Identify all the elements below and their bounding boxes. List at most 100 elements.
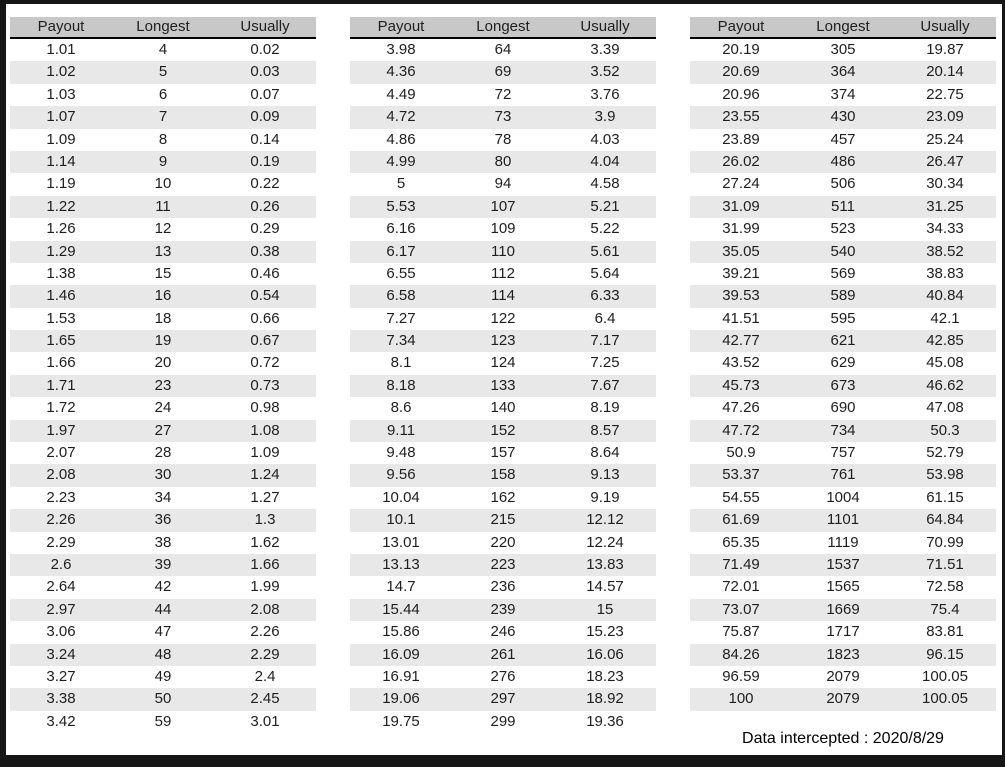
table-cell: 7.25 (590, 354, 620, 372)
table-header-row: Payout Longest Usually (350, 17, 656, 39)
table-row: 47.72 734 50.3 (690, 419, 996, 443)
table-cell: 15.86 (382, 623, 420, 641)
column-header-payout: Payout (717, 18, 765, 35)
table-row: 1.29 13 0.38 (10, 240, 316, 263)
table-cell: 1.97 (46, 421, 76, 439)
table-cell: 589 (830, 287, 856, 305)
table-cell: 7 (158, 108, 168, 126)
table-cell: 7.27 (386, 309, 416, 327)
table-cell: 31.09 (722, 197, 760, 215)
table-cell: 31.25 (926, 197, 964, 215)
table-row: 1.22 11 0.26 (10, 195, 316, 219)
table-cell: 1.53 (46, 309, 76, 327)
table-row: 75.87 1717 83.81 (690, 621, 996, 644)
table-cell: 0.67 (250, 332, 280, 350)
table-cell: 71.51 (926, 555, 964, 573)
table-cell: 734 (830, 421, 856, 439)
table-row: 6.55 112 5.64 (350, 262, 656, 286)
table-cell: 12.12 (586, 511, 624, 529)
table-cell: 2.29 (250, 645, 280, 663)
table-cell: 8.57 (590, 421, 620, 439)
table-cell: 6.58 (386, 287, 416, 305)
table-row: 65.35 1119 70.99 (690, 531, 996, 554)
table-cell: 4.72 (386, 108, 416, 126)
table-cell: 15.23 (586, 623, 624, 641)
table-cell: 34 (154, 488, 172, 506)
table-cell: 1.19 (46, 175, 76, 193)
table-cell: 45.08 (926, 354, 964, 372)
column-header-usually: Usually (240, 18, 290, 35)
table-row: 2.23 34 1.27 (10, 486, 316, 510)
table-cell: 47.26 (722, 399, 760, 417)
table-cell: 27.24 (722, 175, 760, 193)
table-cell: 2.6 (50, 555, 72, 573)
table-row: 53.37 761 53.98 (690, 464, 996, 487)
table-cell: 54.55 (722, 488, 760, 506)
table-row: 19.75 299 19.36 (350, 710, 656, 734)
table-cell: 12.24 (586, 533, 624, 551)
table-body: 20.19 305 19.87 20.69 364 20.14 20.96 374 22.75 2… (690, 39, 996, 711)
table-row: 1.71 23 0.73 (10, 374, 316, 398)
table-row: 35.05 540 38.52 (690, 240, 996, 263)
table-cell: 0.66 (250, 309, 280, 327)
table-cell: 20.14 (926, 63, 964, 81)
table-cell: 8.6 (390, 399, 412, 417)
table-row: 73.07 1669 75.4 (690, 598, 996, 622)
table-cell: 457 (830, 130, 856, 148)
table-cell: 8.18 (386, 376, 416, 394)
table-cell: 162 (490, 488, 516, 506)
table-cell: 1.46 (46, 287, 76, 305)
table-row: 20.96 374 22.75 (690, 83, 996, 107)
table-cell: 6.4 (594, 309, 616, 327)
table-cell: 28 (154, 444, 172, 462)
table-cell: 2.26 (250, 623, 280, 641)
table-cell: 72.01 (722, 578, 760, 596)
table-row: 4.36 69 3.52 (350, 61, 656, 84)
table-row: 1.53 18 0.66 (10, 307, 316, 331)
table-cell: 26.47 (926, 152, 964, 170)
table-cell: 83.81 (926, 623, 964, 641)
table-cell: 11 (155, 197, 171, 215)
table-row: 61.69 1101 64.84 (690, 509, 996, 532)
table-cell: 18 (154, 309, 172, 327)
table-cell: 10.1 (386, 511, 416, 529)
table-row: 19.06 297 18.92 (350, 688, 656, 711)
table-cell: 2.08 (46, 466, 76, 484)
table-cell: 61.69 (722, 511, 760, 529)
table-cell: 3.42 (46, 712, 76, 730)
table-cell: 0.02 (250, 41, 280, 58)
table-row: 1.09 8 0.14 (10, 128, 316, 151)
table-row: 96.59 2079 100.05 (690, 665, 996, 689)
table-cell: 15 (154, 264, 172, 282)
table-cell: 4.36 (386, 63, 416, 81)
table-cell: 6.16 (386, 220, 416, 238)
table-cell: 523 (830, 220, 856, 238)
table-cell: 47.08 (926, 399, 964, 417)
table-cell: 16.09 (382, 645, 420, 663)
table-cell: 16.91 (382, 667, 420, 685)
table-cell: 157 (490, 444, 516, 462)
table-row: 4.72 73 3.9 (350, 106, 656, 129)
table-cell: 1.38 (46, 264, 76, 282)
table-cell: 20.19 (722, 41, 760, 58)
table-cell: 45.73 (722, 376, 760, 394)
table-row: 23.55 430 23.09 (690, 106, 996, 129)
table-cell: 305 (830, 41, 856, 58)
table-cell: 9.11 (386, 421, 416, 439)
table-cell: 59 (154, 712, 172, 730)
table-cell: 1717 (826, 623, 860, 641)
table-row: 14.7 236 14.57 (350, 576, 656, 599)
table-cell: 15 (596, 600, 614, 618)
table-cell: 0.29 (250, 220, 280, 238)
table-cell: 19.36 (586, 712, 624, 730)
table-cell: 3.39 (590, 41, 620, 58)
table-cell: 3.27 (46, 667, 76, 685)
table-cell: 1.62 (250, 533, 280, 551)
table-row: 8.18 133 7.67 (350, 374, 656, 398)
table-cell: 16.06 (586, 645, 624, 663)
table-cell: 1.03 (46, 85, 76, 103)
table-cell: 5.61 (590, 242, 620, 260)
table-cell: 71.49 (722, 555, 760, 573)
table-cell: 49 (154, 667, 172, 685)
